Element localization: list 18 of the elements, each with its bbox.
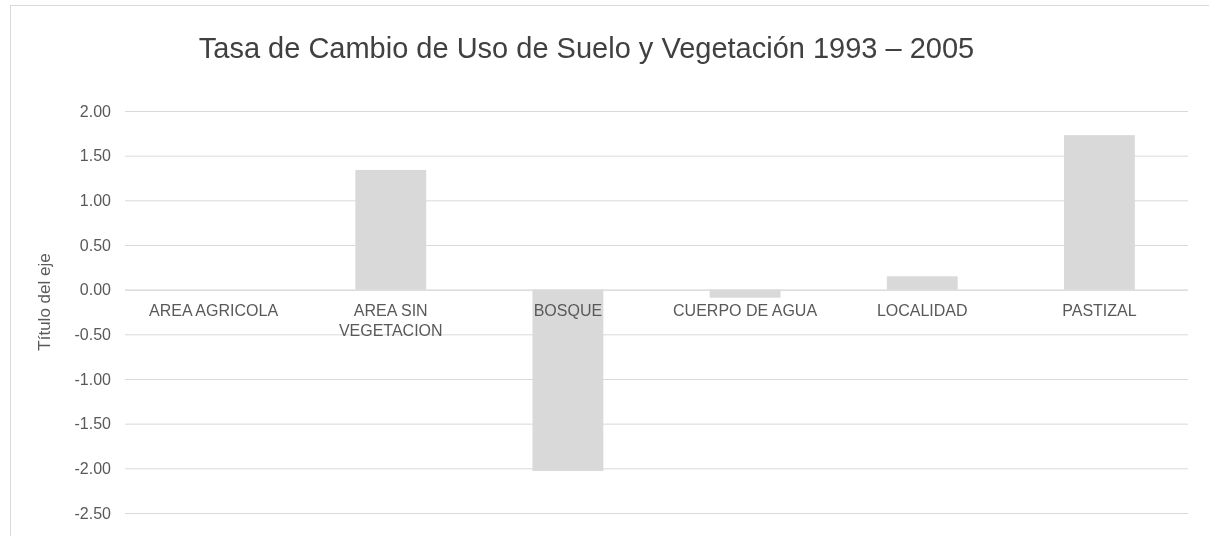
y-tick-label: 1.50 — [79, 147, 112, 165]
x-tick-label: AREA SIN VEGETACION — [338, 301, 443, 339]
x-tick-label: LOCALIDAD — [876, 301, 968, 319]
x-tick-label: AREA AGRICOLA — [149, 301, 279, 319]
y-tick-label: -2.50 — [74, 504, 112, 522]
y-tick-label: 0.00 — [79, 281, 112, 299]
y-tick-label: -0.50 — [74, 325, 112, 343]
x-tick-label: BOSQUE — [533, 301, 603, 319]
y-tick-label: 2.00 — [79, 102, 112, 120]
x-tick-label: PASTIZAL — [1062, 301, 1137, 319]
y-axis-title: Título del eje — [35, 253, 54, 351]
x-tick-label: CUERPO DE AGUA — [673, 301, 818, 319]
y-tick-label: -1.00 — [74, 370, 112, 388]
chart-title: Tasa de Cambio de Uso de Suelo y Vegetación 1993 – 2005 — [198, 32, 975, 64]
y-tick-label: -1.50 — [74, 415, 112, 433]
y-tick-label: 1.00 — [79, 191, 112, 209]
y-tick-label: -2.00 — [74, 459, 112, 477]
y-tick-label: 0.50 — [79, 236, 112, 254]
